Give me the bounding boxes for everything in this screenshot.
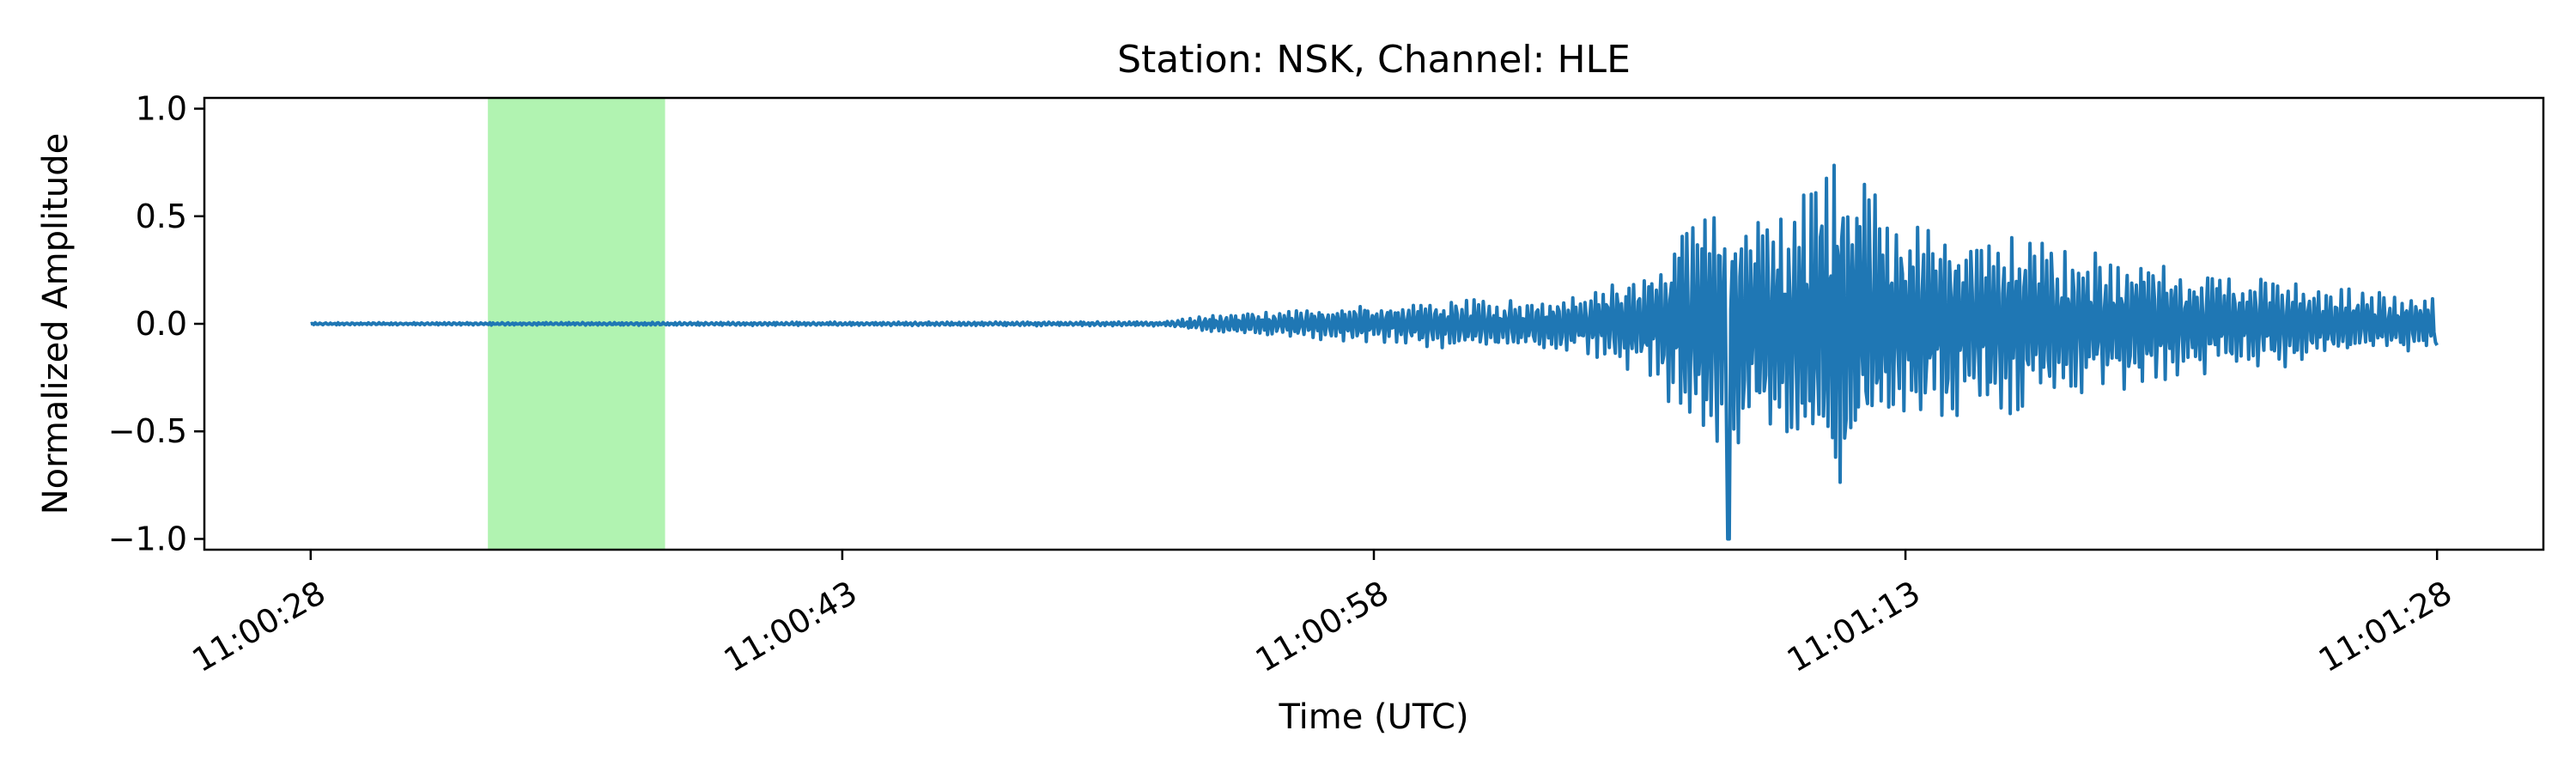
y-tick-label: 0.0 bbox=[136, 305, 187, 343]
seismic-trace-line bbox=[310, 163, 2439, 541]
y-tick-label: 1.0 bbox=[136, 90, 187, 128]
chart-title: Station: NSK, Channel: HLE bbox=[1117, 38, 1631, 82]
plot-area bbox=[310, 98, 2439, 550]
x-axis-label: Time (UTC) bbox=[1278, 697, 1468, 737]
y-axis: 1.0 0.5 0.0 −0.5 −1.0 bbox=[108, 90, 204, 557]
y-tick-label: −0.5 bbox=[108, 412, 187, 450]
y-tick-label: −1.0 bbox=[108, 520, 187, 557]
y-tick-label: 0.5 bbox=[136, 198, 187, 235]
y-axis-label: Normalized Amplitude bbox=[36, 133, 76, 515]
